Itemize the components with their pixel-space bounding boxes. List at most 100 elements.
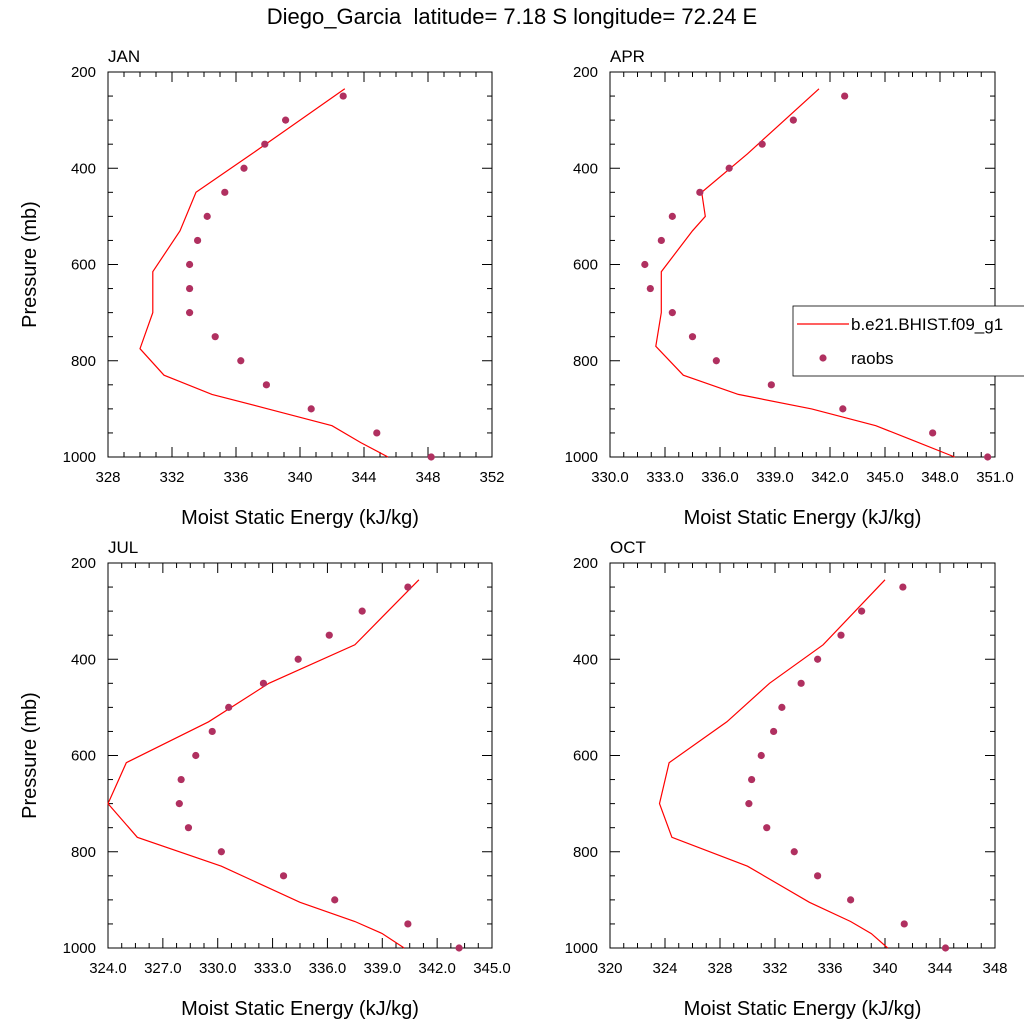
model-profile-line bbox=[655, 88, 955, 458]
raobs-point bbox=[427, 453, 435, 461]
raobs-point bbox=[688, 333, 697, 341]
x-tick-label: 330.0 bbox=[199, 960, 237, 977]
x-tick-label: 339.0 bbox=[364, 960, 402, 977]
y-tick-label: 200 bbox=[573, 64, 598, 81]
raobs-point bbox=[211, 333, 219, 341]
raobs-point bbox=[748, 775, 756, 784]
y-tick-label: 400 bbox=[573, 160, 598, 177]
x-tick-label: 324.0 bbox=[89, 960, 127, 977]
panel-title: OCT bbox=[610, 538, 646, 557]
raobs-point bbox=[696, 188, 704, 196]
x-tick-label: 327.0 bbox=[144, 960, 182, 977]
raobs-point bbox=[373, 429, 381, 437]
raobs-point bbox=[237, 357, 245, 365]
x-tick-label: 330.0 bbox=[591, 469, 629, 486]
x-tick-label: 342.0 bbox=[418, 960, 456, 977]
raobs-point bbox=[261, 140, 269, 148]
raobs-point bbox=[668, 212, 676, 220]
raobs-point bbox=[789, 116, 797, 124]
raobs-point bbox=[203, 212, 211, 220]
raobs-point bbox=[404, 583, 412, 591]
plot-frame bbox=[107, 562, 493, 949]
raobs-point bbox=[262, 381, 270, 389]
legend-dot-swatch bbox=[819, 354, 827, 362]
raobs-point bbox=[192, 751, 200, 760]
x-tick-label: 320 bbox=[597, 960, 622, 977]
raobs-point bbox=[814, 655, 822, 663]
raobs-point bbox=[221, 188, 229, 196]
raobs-point bbox=[839, 405, 847, 413]
panel-oct: 320 324 328 332 336 340 344 348 200 400 600 800 1000… bbox=[565, 538, 1008, 1020]
raobs-point bbox=[177, 775, 185, 784]
raobs-point bbox=[847, 896, 855, 904]
x-axis-title: Moist Static Energy (kJ/kg) bbox=[684, 507, 922, 529]
raobs-point bbox=[858, 607, 866, 615]
x-axis-title: Moist Static Energy (kJ/kg) bbox=[181, 507, 419, 529]
x-axis-title: Moist Static Energy (kJ/kg) bbox=[181, 998, 419, 1020]
x-tick-label: 324 bbox=[652, 960, 677, 977]
y-tick-label: 800 bbox=[573, 353, 598, 370]
raobs-point bbox=[404, 920, 412, 928]
plot-frame bbox=[107, 71, 493, 458]
raobs-point bbox=[657, 236, 665, 245]
y-axis-title: Pressure (mb) bbox=[19, 201, 41, 328]
raobs-point bbox=[186, 309, 194, 317]
y-tick-label: 600 bbox=[71, 748, 96, 765]
raobs-point bbox=[712, 357, 720, 365]
x-tick-label: 336.0 bbox=[309, 960, 347, 977]
x-tick-label: 336 bbox=[223, 469, 248, 486]
plot-frame bbox=[609, 71, 996, 458]
raobs-point bbox=[358, 607, 366, 615]
x-tick-label: 348 bbox=[415, 469, 440, 486]
x-tick-label: 344 bbox=[927, 960, 952, 977]
raobs-point bbox=[668, 309, 676, 317]
y-tick-label: 1000 bbox=[63, 449, 96, 466]
y-tick-label: 200 bbox=[71, 64, 96, 81]
y-tick-label: 400 bbox=[573, 651, 598, 668]
raobs-point bbox=[184, 824, 193, 832]
raobs-point bbox=[194, 236, 202, 245]
y-tick-label: 1000 bbox=[565, 940, 598, 957]
y-tick-label: 400 bbox=[71, 160, 96, 177]
x-tick-label: 348 bbox=[982, 960, 1007, 977]
raobs-point bbox=[757, 751, 765, 760]
panel-title: JUL bbox=[108, 538, 138, 557]
raobs-point bbox=[790, 848, 798, 856]
y-tick-label: 800 bbox=[71, 353, 96, 370]
panel-title: JAN bbox=[108, 47, 140, 66]
raobs-point bbox=[814, 872, 822, 880]
raobs-point bbox=[984, 453, 992, 461]
raobs-point bbox=[240, 164, 248, 172]
x-tick-label: 345.0 bbox=[473, 960, 511, 977]
x-tick-label: 336.0 bbox=[701, 469, 739, 486]
y-tick-label: 800 bbox=[71, 844, 96, 861]
raobs-point bbox=[770, 727, 778, 736]
figure-title: Diego_Garcia latitude= 7.18 S longitude=… bbox=[266, 4, 758, 29]
panel-jan: 328 332 336 340 344 348 352 200 400 600 800 1000 JAN… bbox=[19, 47, 505, 529]
x-tick-label: 340 bbox=[287, 469, 312, 486]
raobs-point bbox=[279, 872, 288, 880]
raobs-point bbox=[646, 284, 654, 293]
x-tick-label: 336 bbox=[817, 960, 842, 977]
x-tick-label: 352 bbox=[479, 469, 504, 486]
raobs-point bbox=[725, 164, 733, 172]
panel-apr: 330.0 333.0 336.0 339.0 342.0 345.0 348.0 351.0… bbox=[565, 47, 1024, 529]
legend-entry-obs: raobs bbox=[851, 349, 894, 368]
y-tick-label: 400 bbox=[71, 651, 96, 668]
legend-box bbox=[792, 305, 1024, 377]
raobs-point bbox=[294, 655, 302, 663]
x-tick-label: 345.0 bbox=[866, 469, 904, 486]
raobs-point bbox=[929, 429, 937, 437]
raobs-point bbox=[282, 116, 290, 124]
x-tick-label: 332 bbox=[159, 469, 184, 486]
raobs-point bbox=[837, 631, 845, 639]
x-tick-label: 342.0 bbox=[811, 469, 849, 486]
y-tick-label: 600 bbox=[573, 257, 598, 274]
raobs-point bbox=[900, 920, 908, 928]
model-profile-line bbox=[107, 579, 420, 949]
x-axis-title: Moist Static Energy (kJ/kg) bbox=[684, 998, 922, 1020]
panel-jul: 324.0 327.0 330.0 333.0 336.0 339.0 342.0 345.0… bbox=[19, 538, 511, 1020]
raobs-point bbox=[259, 679, 268, 687]
